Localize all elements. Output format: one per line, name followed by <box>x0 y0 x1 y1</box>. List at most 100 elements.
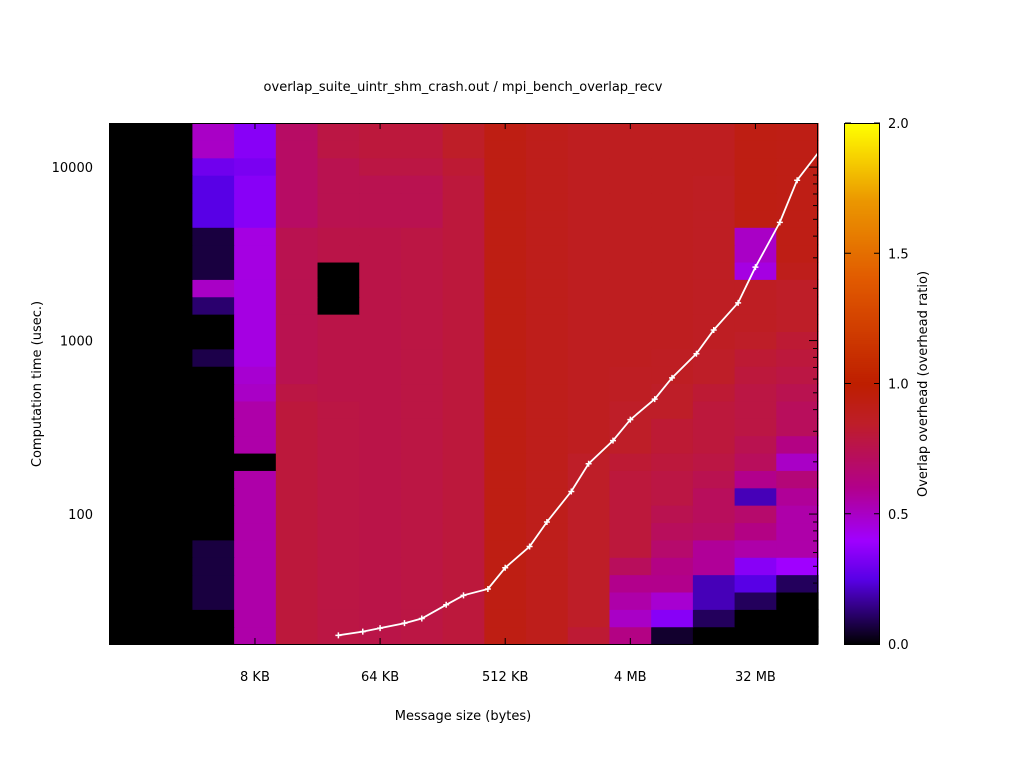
heatmap-cell <box>109 314 152 332</box>
colorbar-swatch <box>845 143 880 146</box>
heatmap-cell <box>400 522 444 541</box>
heatmap-cell <box>734 157 777 176</box>
heatmap-cell <box>400 348 444 367</box>
heatmap-cell <box>567 296 611 315</box>
heatmap-cell <box>484 175 527 194</box>
colorbar-swatch <box>845 575 880 579</box>
heatmap-cell <box>567 261 611 280</box>
series-point <box>359 628 366 635</box>
heatmap-cell <box>275 366 319 385</box>
heatmap-cell <box>734 470 777 489</box>
colorbar-swatch <box>845 283 880 286</box>
colorbar-swatch <box>845 483 880 487</box>
colorbar-swatch <box>845 213 880 216</box>
colorbar-swatch <box>845 517 880 521</box>
heatmap-cell <box>734 452 777 471</box>
colorbar-swatch <box>845 367 880 371</box>
heatmap-cell <box>150 244 194 263</box>
heatmap-cell <box>400 296 444 315</box>
colorbar-swatch <box>845 395 880 399</box>
heatmap-cell <box>776 435 819 454</box>
colorbar-swatch <box>845 509 880 513</box>
heatmap-cell <box>526 400 569 419</box>
colorbar-swatch <box>845 429 880 433</box>
colorbar-swatch <box>845 545 880 549</box>
heatmap-cell <box>776 227 819 246</box>
heatmap-cell <box>734 366 777 385</box>
heatmap-cell <box>234 435 277 454</box>
heatmap-cell <box>317 331 360 350</box>
series-point <box>418 615 425 622</box>
heatmap-cell <box>609 400 652 419</box>
colorbar-swatch <box>845 443 880 447</box>
colorbar-swatch <box>845 299 880 302</box>
colorbar-swatch <box>845 347 880 351</box>
heatmap-cell <box>776 400 819 419</box>
heatmap-cell <box>651 609 694 628</box>
heatmap-cell <box>692 452 736 471</box>
colorbar-swatch <box>845 543 880 547</box>
heatmap-cell <box>651 192 694 211</box>
heatmap-cell <box>359 348 402 367</box>
heatmap-cell <box>526 557 569 576</box>
heatmap-cell <box>567 331 611 350</box>
colorbar-swatch <box>845 537 880 541</box>
heatmap-cell <box>317 557 360 576</box>
heatmap-cell <box>567 192 611 211</box>
colorbar-swatch <box>845 609 880 613</box>
heatmap-cell <box>609 470 652 489</box>
colorbar-swatch <box>845 261 880 264</box>
heatmap-cell <box>192 314 235 332</box>
colorbar-swatch <box>845 585 880 589</box>
colorbar-swatch <box>845 361 880 365</box>
heatmap-cell <box>734 175 777 194</box>
colorbar-swatch <box>845 251 880 254</box>
heatmap-cell <box>234 366 277 385</box>
heatmap-cell <box>275 574 319 593</box>
colorbar-swatch <box>845 189 880 192</box>
heatmap-cell <box>109 244 152 263</box>
colorbar-swatch <box>845 125 880 128</box>
colorbar-swatch <box>845 511 880 515</box>
heatmap-cell <box>484 331 527 350</box>
heatmap-cell <box>234 209 277 228</box>
colorbar-swatch <box>845 247 880 250</box>
heatmap-cell <box>109 383 152 402</box>
colorbar-swatch <box>845 385 880 389</box>
colorbar-swatch <box>845 321 880 324</box>
heatmap-cell <box>609 209 652 228</box>
heatmap-cell <box>567 574 611 593</box>
heatmap-cell <box>442 366 485 385</box>
colorbar-swatch <box>845 239 880 242</box>
heatmap-cell <box>567 626 611 645</box>
chart-title: overlap_suite_uintr_shm_crash.out / mpi_… <box>264 80 663 95</box>
heatmap-cell <box>484 140 527 159</box>
heatmap-cell <box>359 522 402 541</box>
colorbar-swatch <box>845 303 880 306</box>
heatmap-cell <box>359 227 402 246</box>
heatmap-cell <box>484 400 527 419</box>
heatmap-cell <box>275 418 319 437</box>
colorbar-swatch <box>845 349 880 353</box>
heatmap-cell <box>567 123 611 141</box>
heatmap-cell <box>109 209 152 228</box>
heatmap-cell <box>692 626 736 645</box>
colorbar-swatch <box>845 235 880 238</box>
heatmap-cell <box>692 296 736 315</box>
x-tick-label: 512 KB <box>482 670 528 685</box>
colorbar-swatch <box>845 615 880 619</box>
heatmap-cell <box>150 279 194 298</box>
y-tick-label: 1000 <box>60 335 93 350</box>
heatmap-cell <box>484 591 527 610</box>
heatmap-cell <box>359 505 402 524</box>
colorbar-swatch <box>845 265 880 268</box>
colorbar-swatch <box>845 297 880 300</box>
heatmap-cell <box>400 175 444 194</box>
colorbar-tick-label: 0.0 <box>888 638 909 653</box>
colorbar-swatch <box>845 433 880 437</box>
heatmap-cell <box>109 522 152 541</box>
heatmap-cell <box>442 244 485 263</box>
heatmap-cell <box>484 609 527 628</box>
colorbar-swatch <box>845 271 880 274</box>
heatmap-cell <box>275 175 319 194</box>
